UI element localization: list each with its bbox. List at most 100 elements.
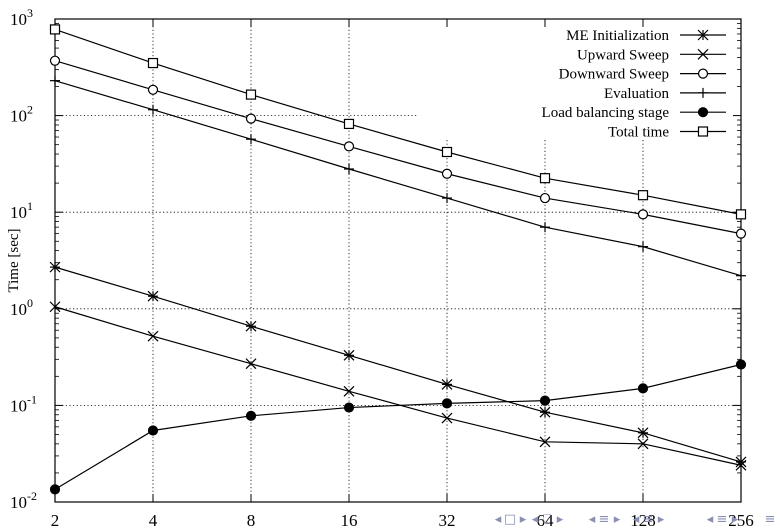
data-point <box>344 164 354 175</box>
data-point <box>49 301 61 313</box>
data-point <box>638 241 648 252</box>
data-point <box>637 190 649 201</box>
data-point <box>441 378 453 390</box>
data-point <box>147 330 159 342</box>
data-point <box>441 168 453 179</box>
triangle-right-icon[interactable]: ▸ <box>520 512 527 527</box>
data-point <box>343 385 355 397</box>
series-me-initialization <box>49 261 747 468</box>
y-tick-label: 100 <box>10 296 33 319</box>
slide-navigation-bar[interactable]: ◂ □ ▸ ◂ ⎕ ▸ ◂ ≡ ▸ ◂ ≡ ▸ ◂ ≡ ▸ ≡ <box>495 512 776 527</box>
legend-entry: Evaluation <box>604 86 726 102</box>
triangle-left-icon[interactable]: ◂ <box>532 512 539 527</box>
data-point <box>539 395 551 406</box>
data-point <box>343 118 355 130</box>
x-tick-label: 256 <box>728 511 754 529</box>
triangle-left-icon[interactable]: ◂ <box>495 512 502 527</box>
x-tick-label: 32 <box>439 511 456 529</box>
y-tick-label: 103 <box>10 6 33 29</box>
equiv-icon[interactable]: ≡ <box>599 512 610 527</box>
legend-label: ME Initialization <box>566 28 669 44</box>
x-tick-label: 64 <box>537 511 555 529</box>
data-point <box>540 222 550 233</box>
data-point <box>147 290 159 302</box>
legend-label: Downward Sweep <box>559 67 669 83</box>
x-tick-label: 4 <box>149 511 158 529</box>
data-point <box>343 402 355 413</box>
data-point <box>735 209 747 220</box>
y-axis-label: Time [sec] <box>6 228 22 292</box>
triangle-left-icon[interactable]: ▸ <box>732 512 739 527</box>
series-upward-sweep <box>49 301 747 471</box>
triangle-right-icon[interactable]: ≡ <box>643 512 654 527</box>
triangle-left-icon[interactable]: ▸ <box>614 512 621 527</box>
legend: ME Initialization Upward Sweep Downward Sw… <box>542 28 726 141</box>
legend-marker <box>697 126 709 137</box>
data-point <box>49 24 61 35</box>
data-point <box>147 84 159 95</box>
data-point <box>343 141 355 152</box>
series-line <box>54 266 742 463</box>
data-point <box>245 410 257 421</box>
data-point <box>735 359 747 370</box>
data-point <box>343 349 355 361</box>
legend-label: Load balancing stage <box>542 105 670 121</box>
data-point <box>245 358 257 370</box>
legend-entry: Total time <box>608 125 726 141</box>
x-tick-labels: 2 4 8 16 32 64 128 256 <box>51 511 754 529</box>
x-tick-label: 2 <box>51 511 60 529</box>
data-point <box>147 425 159 436</box>
y-tick-label: 10-2 <box>10 489 37 512</box>
triangle-left-icon[interactable]: ▸ <box>658 512 665 527</box>
legend-marker <box>697 48 709 60</box>
legend-marker <box>698 87 708 98</box>
frame-icon[interactable]: ◂ <box>633 512 640 527</box>
data-point <box>736 270 746 281</box>
section-icon[interactable]: ⎕ <box>543 512 551 527</box>
section-icon[interactable]: ◂ <box>707 512 714 527</box>
x-tick-label: 16 <box>341 511 358 529</box>
data-point <box>637 438 649 450</box>
equiv-icon[interactable]: ≡ <box>765 512 776 527</box>
legend-entry: Upward Sweep <box>577 47 726 63</box>
triangle-right-icon[interactable]: ▸ <box>557 512 564 527</box>
data-point <box>50 75 60 86</box>
data-point <box>735 228 747 239</box>
series-line <box>54 60 742 235</box>
data-point <box>49 261 61 273</box>
y-tick-label: 101 <box>10 199 33 222</box>
legend-label: Upward Sweep <box>577 47 669 63</box>
data-point <box>539 406 551 418</box>
frame-icon[interactable]: □ <box>504 512 516 527</box>
legend-label: Total time <box>608 125 669 141</box>
y-tick-labels: 10-2 10-1 100 101 102 103 <box>10 6 37 512</box>
series-downward-sweep <box>49 55 747 239</box>
data-point <box>637 209 649 220</box>
data-point <box>245 89 257 100</box>
data-point <box>245 320 257 332</box>
data-point <box>442 193 452 204</box>
data-point <box>147 57 159 69</box>
data-series <box>49 24 747 495</box>
data-point <box>637 427 649 439</box>
data-point <box>246 134 256 145</box>
legend-entry: Downward Sweep <box>559 67 726 83</box>
x-tick-label: 8 <box>247 511 256 529</box>
data-point <box>539 436 551 448</box>
legend-entry: ME Initialization <box>566 28 726 44</box>
legend-label: Evaluation <box>604 86 669 102</box>
data-point <box>735 459 747 471</box>
data-point <box>539 173 551 184</box>
data-point <box>148 104 158 115</box>
series-line <box>54 363 742 490</box>
data-point <box>441 412 453 424</box>
data-point <box>441 398 453 409</box>
triangle-right-icon[interactable]: ≡ <box>717 512 728 527</box>
x-tick-label: 128 <box>630 511 656 529</box>
data-point <box>539 192 551 204</box>
data-point <box>49 55 61 66</box>
series-evaluation <box>50 75 746 281</box>
triangle-left-icon[interactable]: ◂ <box>589 512 596 527</box>
series-load-balancing-stage <box>49 359 747 495</box>
